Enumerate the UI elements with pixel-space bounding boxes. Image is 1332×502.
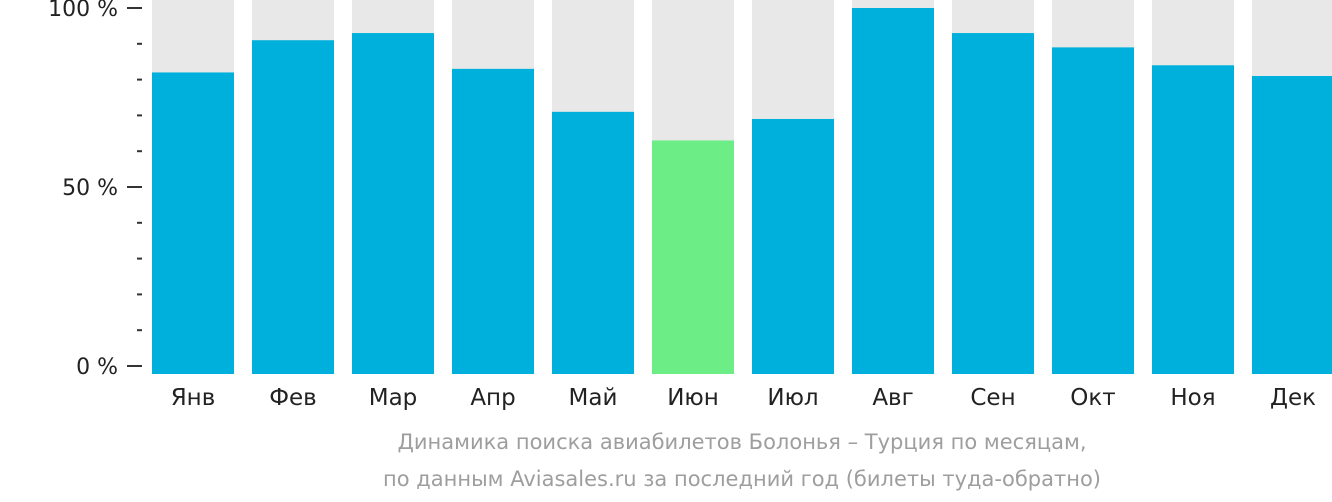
- x-tick-label: Окт: [1070, 385, 1115, 411]
- x-tick-label: Июл: [767, 385, 818, 411]
- chart-caption-line-1: Динамика поиска авиабилетов Болонья – Ту…: [397, 430, 1087, 454]
- x-tick-label: Авг: [872, 385, 913, 411]
- x-tick-label: Июн: [667, 385, 719, 411]
- x-tick-label: Фев: [269, 385, 317, 411]
- bars: [152, 8, 1332, 375]
- y-axis: 100 % 50 % 0 %: [48, 0, 142, 380]
- chart-caption-line-2: по данным Aviasales.ru за последний год …: [383, 467, 1101, 491]
- x-tick-label: Май: [569, 385, 618, 411]
- y-tick-label: 0 %: [76, 355, 118, 380]
- x-tick-label: Апр: [470, 385, 515, 411]
- x-tick-label: Сен: [970, 385, 1015, 411]
- x-tick-label: Ноя: [1170, 385, 1215, 411]
- bar-1[interactable]: [152, 72, 234, 374]
- y-tick-label: 50 %: [62, 176, 118, 201]
- bar-2[interactable]: [252, 40, 334, 374]
- bar-7[interactable]: [752, 118, 834, 374]
- bar-12[interactable]: [1252, 76, 1332, 375]
- bar-5[interactable]: [552, 111, 634, 374]
- bar-3[interactable]: [352, 33, 434, 375]
- bar-11[interactable]: [1152, 65, 1234, 374]
- x-tick-label: Янв: [171, 385, 216, 411]
- bar-8[interactable]: [852, 8, 934, 374]
- bar-6[interactable]: [652, 140, 734, 374]
- bar-chart: 100 % 50 % 0 % Янв Фев Мар Апр Май Июн Июл Авг Сен…: [48, 0, 1332, 411]
- bar-9[interactable]: [952, 33, 1034, 375]
- x-tick-label: Дек: [1270, 385, 1316, 411]
- bar-4[interactable]: [452, 68, 534, 375]
- bar-10[interactable]: [1052, 47, 1134, 374]
- y-tick-label: 100 %: [48, 0, 118, 22]
- x-axis-labels: Янв Фев Мар Апр Май Июн Июл Авг Сен Окт Ноя Дек: [171, 385, 1316, 411]
- x-tick-label: Мар: [369, 385, 418, 411]
